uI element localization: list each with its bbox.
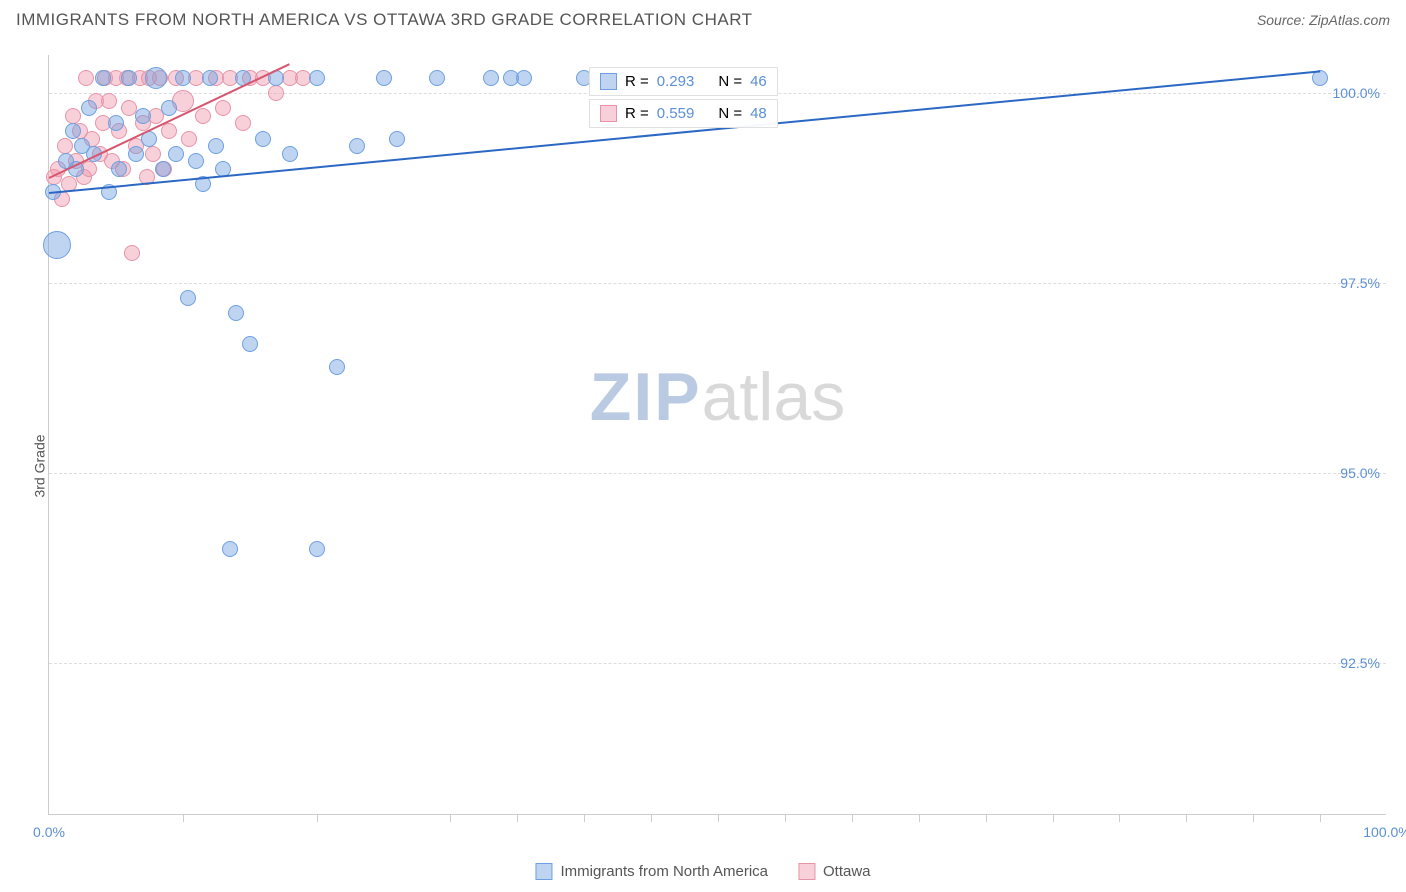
data-point-immigrants [155,161,171,177]
x-tick-label: 100.0% [1363,824,1406,840]
data-point-immigrants [202,70,218,86]
stat-r-label: R = [625,105,649,122]
data-point-immigrants [329,359,345,375]
data-point-immigrants [516,70,532,86]
watermark-part2: atlas [702,359,846,435]
data-point-immigrants [376,70,392,86]
x-tick-label: 0.0% [33,824,65,840]
data-point-immigrants [65,123,81,139]
watermark: ZIPatlas [590,358,845,436]
data-point-immigrants [228,305,244,321]
data-point-immigrants [188,153,204,169]
data-point-immigrants [389,131,405,147]
y-tick-label: 100.0% [1333,85,1380,101]
legend-label-b: Ottawa [823,863,871,880]
data-point-immigrants [222,541,238,557]
data-point-ottawa [161,123,177,139]
y-tick-label: 95.0% [1340,465,1380,481]
x-minor-tick [1053,814,1054,822]
x-minor-tick [718,814,719,822]
x-minor-tick [785,814,786,822]
stat-swatch [600,73,617,90]
x-minor-tick [1253,814,1254,822]
stat-n-value: 48 [750,105,767,122]
data-point-immigrants [95,70,111,86]
source-value: ZipAtlas.com [1309,12,1390,28]
data-point-immigrants [282,146,298,162]
legend-item-b: Ottawa [798,863,871,880]
data-point-immigrants [121,70,137,86]
data-point-ottawa [101,93,117,109]
data-point-ottawa [65,108,81,124]
y-tick-label: 92.5% [1340,655,1380,671]
x-minor-tick [852,814,853,822]
x-minor-tick [517,814,518,822]
stat-n-label: N = [718,105,742,122]
data-point-immigrants [145,67,167,89]
data-point-immigrants [349,138,365,154]
gridline-h [49,663,1386,664]
stat-n-label: N = [718,73,742,90]
gridline-h [49,473,1386,474]
stat-r-label: R = [625,73,649,90]
data-point-immigrants [108,115,124,131]
x-minor-tick [584,814,585,822]
data-point-immigrants [309,70,325,86]
data-point-immigrants [429,70,445,86]
data-point-ottawa [124,245,140,261]
data-point-immigrants [255,131,271,147]
x-minor-tick [1320,814,1321,822]
plot-region: ZIPatlas 92.5%95.0%97.5%100.0%0.0%100.0%… [48,55,1386,815]
data-point-immigrants [483,70,499,86]
data-point-ottawa [181,131,197,147]
stat-r-value: 0.559 [657,105,695,122]
source-label: Source: [1257,12,1305,28]
data-point-immigrants [168,146,184,162]
x-minor-tick [450,814,451,822]
stat-box-0: R = 0.293 N = 46 [589,67,778,96]
data-point-ottawa [215,100,231,116]
x-minor-tick [1119,814,1120,822]
data-point-ottawa [235,115,251,131]
y-axis-label: 3rd Grade [32,434,48,497]
data-point-immigrants [43,231,71,259]
chart-area: 3rd Grade ZIPatlas 92.5% 95.0% 97.5% 100.0%… [0,40,1406,892]
data-point-immigrants [161,100,177,116]
gridline-h [49,283,1386,284]
x-minor-tick [651,814,652,822]
x-minor-tick [183,814,184,822]
stat-box-1: R = 0.559 N = 48 [589,99,778,128]
data-point-immigrants [135,108,151,124]
legend-item-a: Immigrants from North America [535,863,768,880]
chart-title: IMMIGRANTS FROM NORTH AMERICA VS OTTAWA … [16,10,753,30]
data-point-ottawa [268,85,284,101]
data-point-immigrants [180,290,196,306]
y-tick-label: 97.5% [1340,275,1380,291]
x-minor-tick [919,814,920,822]
data-point-immigrants [81,100,97,116]
data-point-ottawa [78,70,94,86]
chart-header: IMMIGRANTS FROM NORTH AMERICA VS OTTAWA … [0,0,1406,36]
source-credit: Source: ZipAtlas.com [1257,12,1390,28]
data-point-ottawa [195,108,211,124]
data-point-immigrants [128,146,144,162]
data-point-immigrants [242,336,258,352]
data-point-ottawa [57,138,73,154]
legend-swatch-b [798,863,815,880]
watermark-part1: ZIP [590,359,702,435]
data-point-immigrants [111,161,127,177]
data-point-ottawa [145,146,161,162]
legend-label-a: Immigrants from North America [560,863,768,880]
stat-r-value: 0.293 [657,73,695,90]
stat-swatch [600,105,617,122]
legend: Immigrants from North America Ottawa [535,863,870,880]
legend-swatch-a [535,863,552,880]
x-minor-tick [317,814,318,822]
stat-n-value: 46 [750,73,767,90]
data-point-immigrants [309,541,325,557]
data-point-immigrants [175,70,191,86]
x-minor-tick [986,814,987,822]
data-point-immigrants [208,138,224,154]
x-minor-tick [1186,814,1187,822]
